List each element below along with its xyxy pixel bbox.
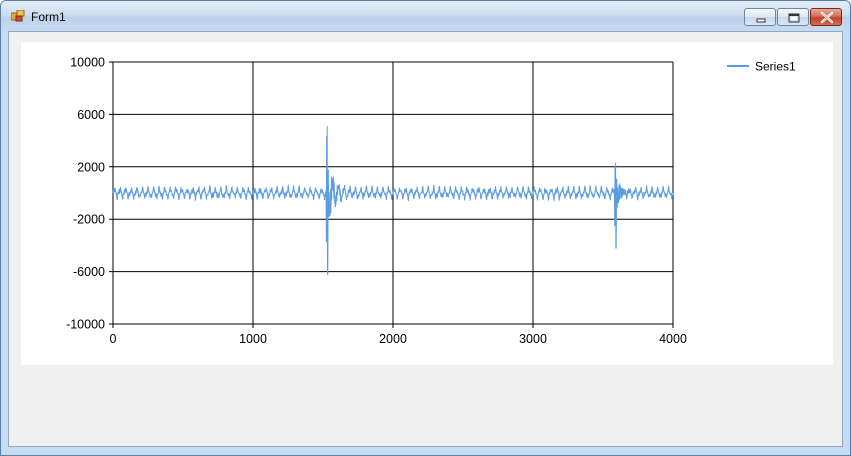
x-tick-label: 3000: [519, 332, 547, 346]
legend-series1-label: Series1: [755, 60, 796, 74]
title-bar[interactable]: Form1: [1, 1, 850, 31]
chart-control[interactable]: 0 1000 2000 3000 4000 10000 6000 2000 -2000 -6000…: [21, 42, 833, 365]
series1-line: [112, 126, 674, 275]
window-title: Form1: [31, 10, 66, 24]
y-tick-label: -2000: [73, 213, 105, 227]
minimize-icon: [756, 18, 766, 23]
y-tick-label: 2000: [77, 160, 105, 174]
y-tick-label: 10000: [70, 56, 105, 70]
x-tick-label: 2000: [379, 332, 407, 346]
restore-icon: [788, 13, 800, 23]
y-tick-label: 6000: [77, 108, 105, 122]
y-tick-label: -10000: [66, 318, 105, 332]
form-client-area: 0 1000 2000 3000 4000 10000 6000 2000 -2000 -6000…: [8, 31, 843, 447]
y-tick-label: -6000: [73, 265, 105, 279]
maximize-button[interactable]: [777, 8, 809, 26]
minimize-button[interactable]: [744, 8, 776, 26]
x-tick-label: 1000: [239, 332, 267, 346]
x-tick-label: 4000: [659, 332, 687, 346]
close-icon: [820, 11, 834, 24]
x-tick-label: 0: [110, 332, 117, 346]
line-chart: 0 1000 2000 3000 4000 10000 6000 2000 -2000 -6000…: [66, 56, 796, 347]
form-app-icon: [11, 10, 25, 22]
close-button[interactable]: [810, 8, 842, 26]
